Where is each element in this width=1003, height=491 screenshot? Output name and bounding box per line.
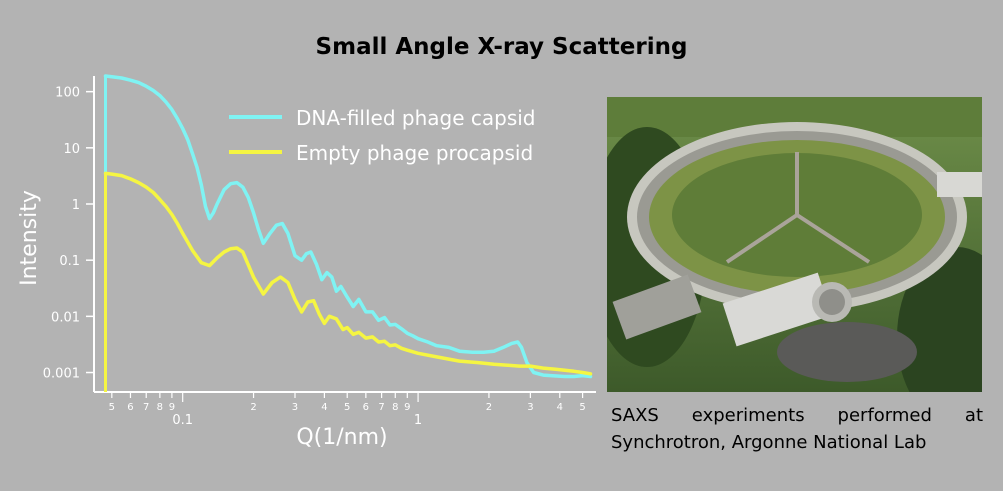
legend-label-dna-filled: DNA-filled phage capsid xyxy=(296,106,536,130)
x-tick-label: 7 xyxy=(143,402,149,413)
x-tick-label: 5 xyxy=(344,402,350,413)
y-tick-label: 0.01 xyxy=(51,310,80,325)
x-axis-label: Q(1/nm) xyxy=(296,425,387,450)
x-tick-label: 3 xyxy=(527,402,533,413)
x-tick-label: 8 xyxy=(157,402,163,413)
x-tick-label: 8 xyxy=(392,402,398,413)
y-tick-label: 100 xyxy=(55,86,80,101)
x-tick-label: 9 xyxy=(404,402,410,413)
caption-line-1: SAXS experiments performed at xyxy=(611,405,983,426)
series-layer xyxy=(103,74,593,392)
x-tick-label: 1 xyxy=(414,413,422,428)
y-ticks: 100 10 1 0.1 0.01 0.001 xyxy=(43,86,94,382)
x-tick-label: 4 xyxy=(321,402,327,413)
y-tick-label: 0.001 xyxy=(43,367,80,382)
x-tick-label: 5 xyxy=(109,402,115,413)
x-tick-label: 2 xyxy=(486,402,492,413)
y-tick-label: 0.1 xyxy=(59,254,80,269)
x-tick-label: 4 xyxy=(557,402,563,413)
photo-caption: SAXS experiments performed at Synchrotro… xyxy=(611,402,983,456)
y-axis-label: Intensity xyxy=(17,190,42,286)
x-ticks: 5 6 7 8 90.12 3 4 5 6 7 8 912 3 4 5 xyxy=(109,392,586,428)
series-line-1 xyxy=(103,171,593,376)
y-tick-label: 10 xyxy=(63,142,80,157)
synchrotron-aerial-photo xyxy=(607,97,982,392)
series-line-0 xyxy=(103,74,593,379)
x-tick-label: 6 xyxy=(127,402,133,413)
x-tick-label: 2 xyxy=(250,402,256,413)
x-tick-label: 6 xyxy=(363,402,369,413)
x-tick-label: 9 xyxy=(169,402,175,413)
x-tick-label: 5 xyxy=(579,402,585,413)
legend-label-empty-procapsid: Empty phage procapsid xyxy=(296,141,533,165)
x-tick-label: 0.1 xyxy=(172,413,193,428)
x-tick-label: 7 xyxy=(378,402,384,413)
x-tick-label: 3 xyxy=(292,402,298,413)
caption-line-2: Synchrotron, Argonne National Lab xyxy=(611,432,927,453)
figure-title: Small Angle X-ray Scattering xyxy=(315,34,688,60)
chart-legend: DNA-filled phage capsid Empty phage proc… xyxy=(229,106,536,165)
y-tick-label: 1 xyxy=(72,198,80,213)
chart-axes xyxy=(93,76,596,393)
